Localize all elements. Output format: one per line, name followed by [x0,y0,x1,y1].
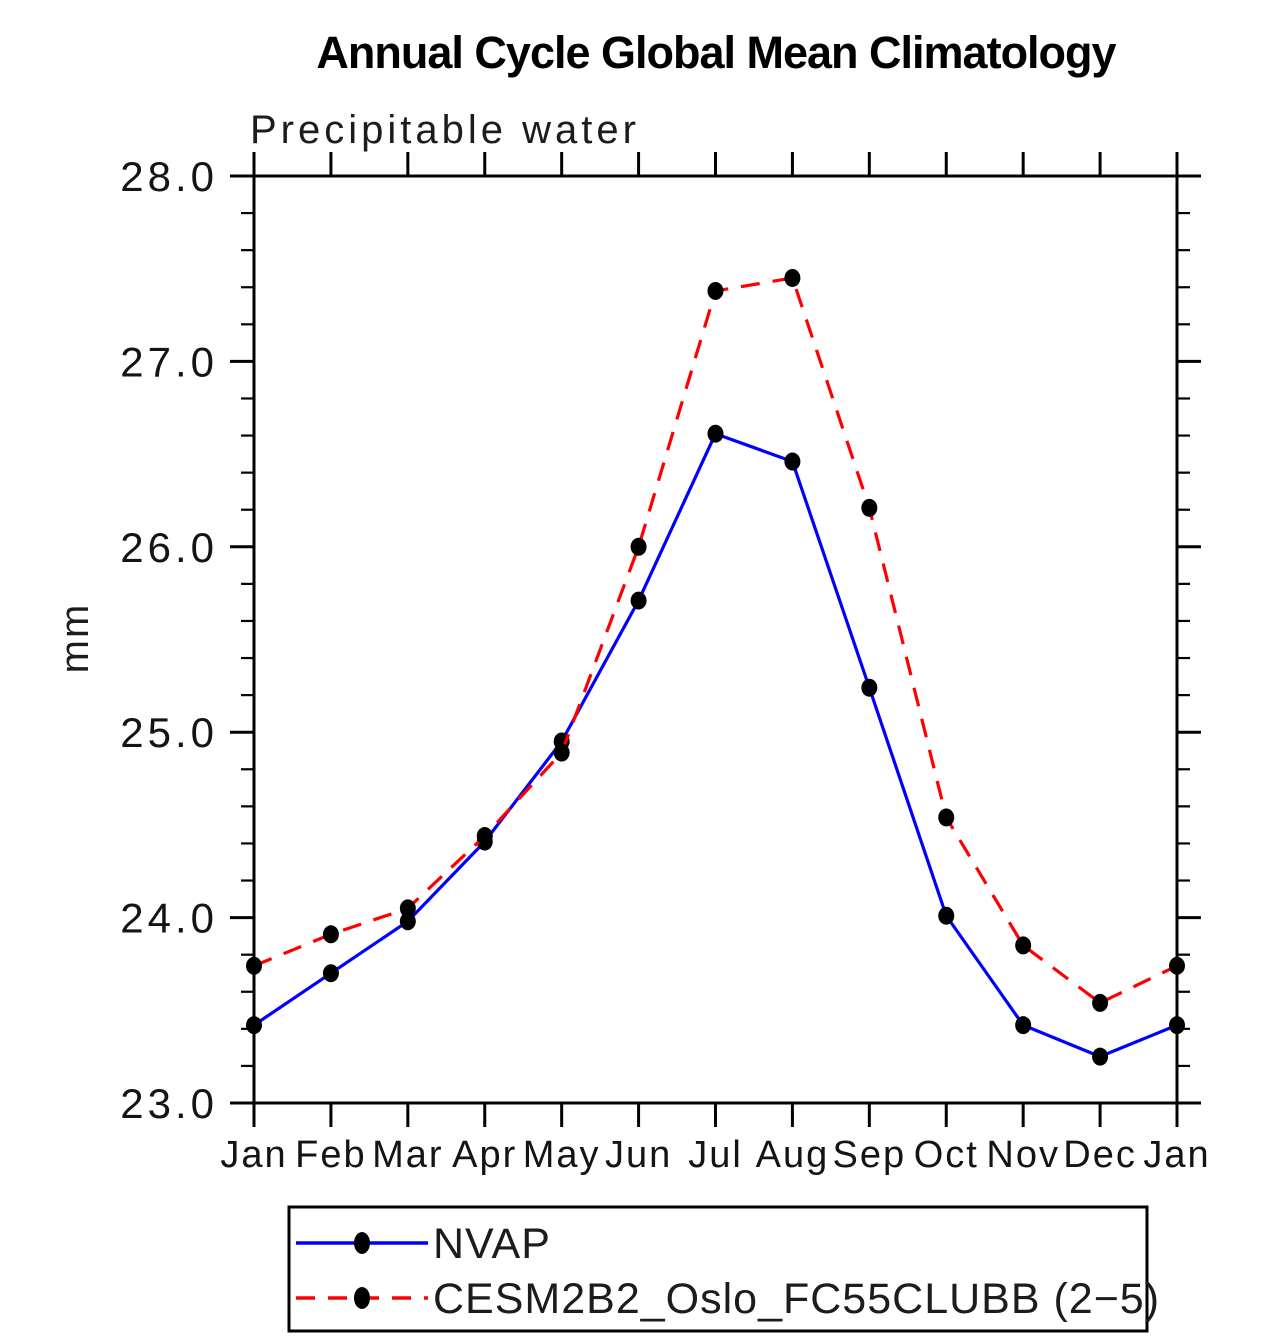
x-tick-label: Aug [756,1134,830,1176]
x-tick-label: Oct [914,1134,979,1176]
data-point-marker [246,1016,262,1035]
x-tick-label: Feb [295,1134,366,1176]
data-point-marker [784,268,801,287]
data-point-marker [707,424,724,443]
x-tick-label: Sep [833,1134,907,1176]
series-cesm2b2 [246,268,1185,1012]
data-point-marker [1015,936,1032,955]
x-tick-label: Jun [605,1134,672,1176]
y-tick-labels: 23.0 24.0 25.0 26.0 27.0 28.0 [120,153,218,1127]
x-tick-label: Mar [372,1134,443,1176]
legend-marker [354,1287,370,1309]
data-point-marker [322,925,339,944]
y-tick-label: 24.0 [120,895,218,942]
data-point-marker [938,808,955,827]
data-point-marker [553,743,570,762]
series-line [253,432,1178,1059]
data-point-marker [476,827,493,846]
series-line [253,276,1178,1005]
data-point-marker [399,899,416,918]
data-point-marker [1092,1047,1109,1066]
x-tick-label: Nov [986,1134,1060,1176]
axes [230,152,1201,1127]
y-tick-label: 25.0 [120,709,218,756]
data-point-marker [399,912,416,931]
data-point-marker [938,906,955,925]
data-point-marker [1092,993,1109,1012]
data-point-marker [322,964,339,983]
chart-subtitle: Precipitable water [250,108,640,152]
legend-label: NVAP [433,1220,551,1268]
y-tick-label: 26.0 [120,524,218,571]
x-tick-label: Apr [452,1134,517,1176]
data-point-marker [861,498,878,517]
y-tick-label: 23.0 [120,1080,218,1127]
legend-marker [354,1232,370,1254]
x-tick-label: Jul [688,1134,743,1176]
x-tick-labels: Jan Feb Mar Apr May Jun Jul Aug Sep Oct Nov Dec Jan [220,1134,1210,1176]
data-point-marker [1169,956,1185,975]
x-tick-label: Jan [220,1134,287,1176]
y-axis-label: mm [53,603,97,674]
data-point-marker [861,678,878,697]
series-nvap [246,424,1185,1066]
x-tick-label: May [523,1134,601,1176]
legend-entry: NVAP [296,1220,551,1268]
plot-border [252,174,1179,1105]
y-tick-label: 27.0 [120,338,218,385]
x-tick-label: Jan [1143,1134,1210,1176]
data-point-marker [630,537,647,556]
data-point-marker [707,281,724,300]
data-point-marker [1015,1016,1032,1035]
data-point-marker [246,956,262,975]
legend-entry: CESM2B2_Oslo_FC55CLUBB (2−5) [296,1275,1160,1323]
y-tick-label: 28.0 [120,153,218,200]
data-point-marker [784,452,801,471]
data-point-marker [1169,1016,1185,1035]
x-tick-label: Dec [1063,1134,1137,1176]
legend-label: CESM2B2_Oslo_FC55CLUBB (2−5) [433,1275,1160,1323]
plot-series [246,268,1185,1066]
data-point-marker [630,591,647,610]
chart-title: Annual Cycle Global Mean Climatology [316,27,1116,78]
legend: NVAP CESM2B2_Oslo_FC55CLUBB (2−5) [287,1205,1160,1333]
legend-box [287,1205,1149,1333]
